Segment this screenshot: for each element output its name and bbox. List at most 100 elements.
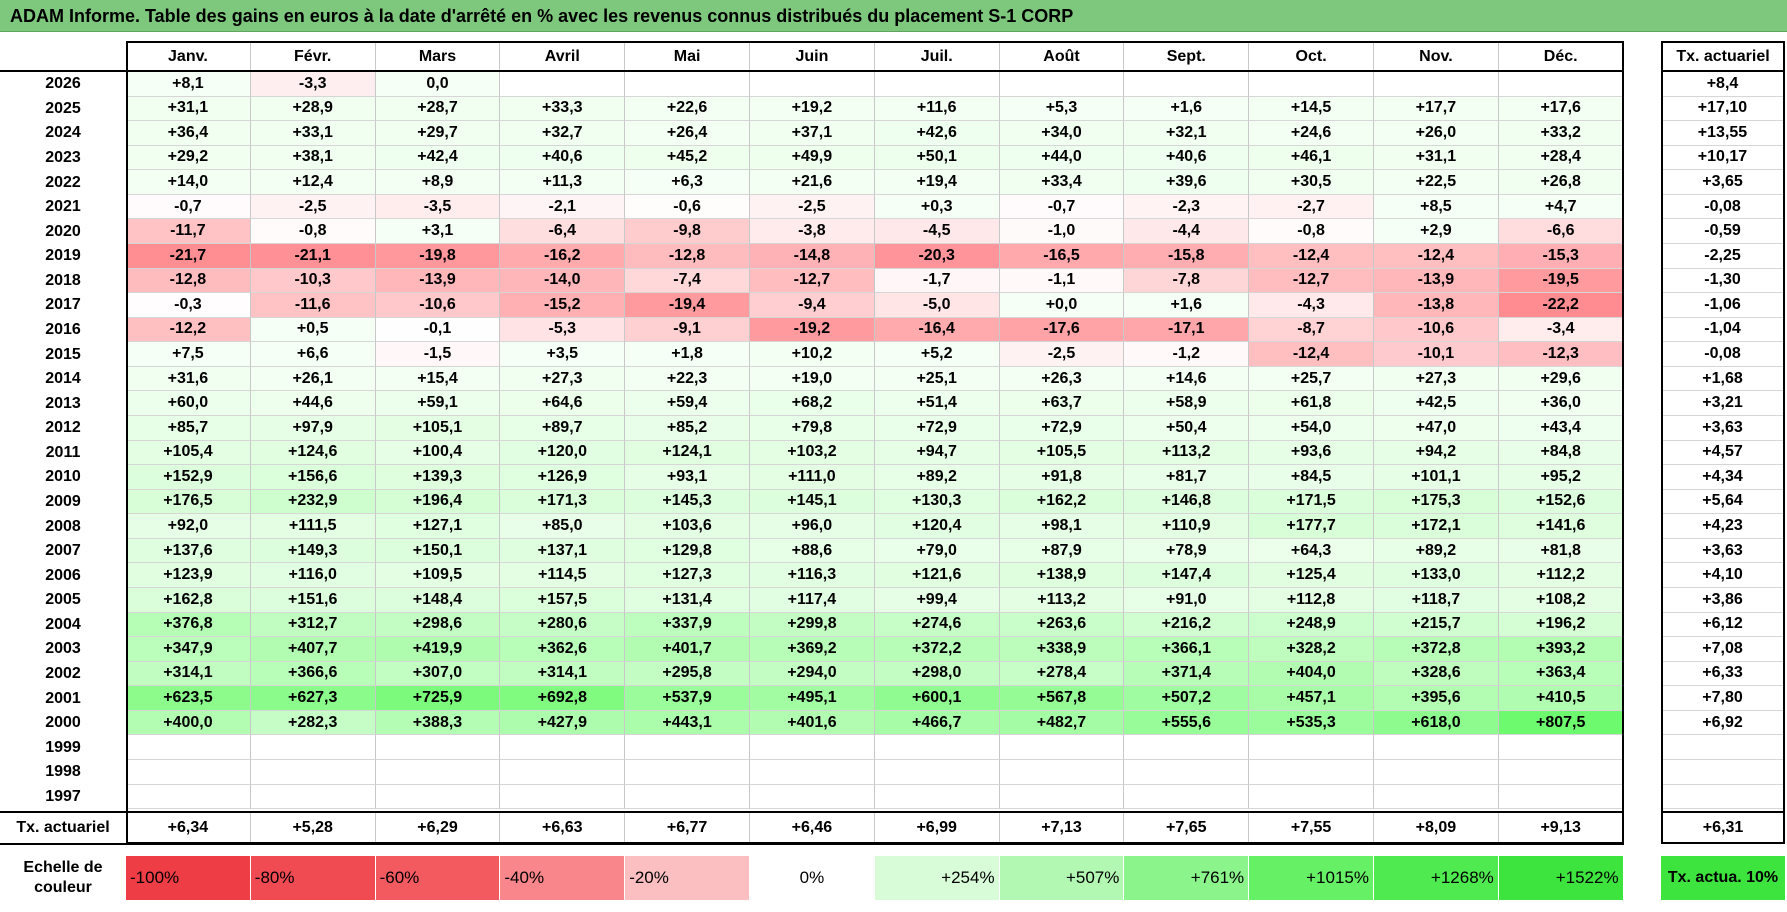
table-cell: -2,7 [1249, 194, 1374, 220]
table-cell: +11,3 [500, 170, 626, 195]
table-cell [250, 759, 376, 785]
table-cell: +105,5 [999, 440, 1125, 466]
table-cell: +91,0 [1124, 587, 1250, 613]
table-cell: +25,7 [1249, 366, 1374, 392]
table-cell: +59,4 [625, 391, 750, 416]
table-cell: -0,7 [126, 194, 251, 220]
rate-cell: -2,25 [1661, 243, 1785, 269]
month-header-9: Sept. [1124, 42, 1250, 71]
table-cell: -1,1 [999, 268, 1125, 294]
table-cell: +410,5 [1498, 686, 1624, 711]
table-cell: -2,3 [1124, 194, 1250, 220]
header-divider-rate [1661, 70, 1785, 72]
table-cell: +294,0 [750, 661, 875, 687]
month-header-3: Mars [376, 42, 501, 71]
month-header-1: Janv. [126, 42, 251, 71]
table-cell: -1,5 [375, 342, 501, 367]
table-cell: -0,6 [625, 194, 750, 220]
table-cell [1249, 735, 1374, 760]
table-cell: -12,4 [1249, 342, 1374, 367]
table-cell: +29,6 [1498, 366, 1624, 392]
table-cell: +137,1 [500, 538, 626, 564]
summary-cell: +6,29 [376, 813, 501, 844]
table-cell: +112,8 [1249, 587, 1374, 613]
summary-divider-rate [1661, 811, 1785, 814]
table-cell: -4,5 [874, 219, 1000, 244]
year-label: 2022 [45, 173, 81, 191]
table-cell [625, 759, 750, 785]
table-cell: +156,6 [250, 465, 376, 490]
table-cell: +148,4 [375, 587, 501, 613]
rate-cell: +8,4 [1661, 72, 1785, 97]
table-cell: +0,5 [250, 317, 376, 343]
table-cell: +388,3 [375, 710, 501, 736]
table-cell: +17,6 [1498, 96, 1624, 122]
table-cell [999, 735, 1125, 760]
table-cell: +28,7 [375, 96, 501, 122]
table-cell: +314,1 [500, 661, 626, 687]
table-cell: +87,9 [999, 538, 1125, 564]
table-cell: +299,8 [750, 612, 875, 638]
summary-cell: +7,65 [1124, 813, 1250, 844]
table-cell: -16,2 [500, 243, 626, 269]
table-cell: +138,9 [999, 563, 1125, 588]
table-cell: +123,9 [126, 563, 251, 588]
table-cell: -13,9 [1374, 268, 1499, 294]
table-cell: +495,1 [750, 686, 875, 711]
table-cell: +92,0 [126, 514, 251, 539]
table-cell: +50,1 [874, 145, 1000, 171]
table-cell: +157,5 [500, 587, 626, 613]
table-cell: +376,8 [126, 612, 251, 638]
header-divider [126, 70, 1624, 72]
table-cell: +151,6 [250, 587, 376, 613]
table-cell: +44,0 [999, 145, 1125, 171]
table-cell [750, 72, 875, 97]
table-cell: +91,8 [999, 465, 1125, 490]
table-cell: +11,6 [874, 96, 1000, 122]
table-cell: -10,1 [1374, 342, 1499, 367]
table-cell: +49,9 [750, 145, 875, 171]
table-cell: +113,2 [999, 587, 1125, 613]
table-cell: +26,3 [999, 366, 1125, 392]
table-cell: +38,1 [250, 145, 376, 171]
table-cell: -13,9 [375, 268, 501, 294]
table-cell: -6,6 [1498, 219, 1624, 244]
color-scale-swatch: -80% [250, 856, 376, 901]
table-cell: +29,7 [375, 121, 501, 146]
rate-cell: +4,57 [1661, 440, 1785, 466]
table-cell: +618,0 [1374, 710, 1499, 736]
color-scale-swatch: -60% [375, 856, 501, 901]
table-cell: -2,1 [500, 194, 626, 220]
table-cell [999, 759, 1125, 785]
table-cell: +337,9 [625, 612, 750, 638]
summary-cell: +9,13 [1499, 813, 1624, 844]
table-cell: +139,3 [375, 465, 501, 490]
table-cell: +111,5 [250, 514, 376, 539]
table-cell [375, 759, 501, 785]
table-cell: +36,0 [1498, 391, 1624, 416]
color-scale-swatch: +1522% [1498, 856, 1624, 901]
table-cell: -7,4 [625, 268, 750, 294]
year-label: 2014 [45, 370, 81, 388]
table-cell: +98,1 [999, 514, 1125, 539]
table-cell: +47,0 [1374, 415, 1499, 441]
table-cell: -0,3 [126, 293, 251, 318]
table-cell: +162,2 [999, 489, 1125, 515]
table-cell: +466,7 [874, 710, 1000, 736]
month-header-5: Mai [625, 42, 750, 71]
table-cell: +141,6 [1498, 514, 1624, 539]
table-cell: -15,8 [1124, 243, 1250, 269]
table-cell: -13,8 [1374, 293, 1499, 318]
year-label: 2011 [45, 443, 81, 461]
table-cell: -19,2 [750, 317, 875, 343]
table-cell: +6,3 [625, 170, 750, 195]
table-cell: +72,9 [999, 415, 1125, 441]
table-cell: -12,8 [126, 268, 251, 294]
year-header-divider [0, 70, 126, 72]
table-cell: +78,9 [1124, 538, 1250, 564]
table-cell [1249, 72, 1374, 97]
table-cell: -14,8 [750, 243, 875, 269]
table-cell: +14,0 [126, 170, 251, 195]
table-cell: -11,7 [126, 219, 251, 244]
table-cell [1124, 759, 1250, 785]
